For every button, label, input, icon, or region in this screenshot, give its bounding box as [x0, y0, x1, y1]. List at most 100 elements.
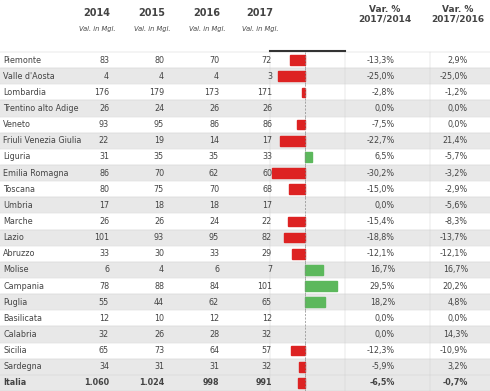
Bar: [0, 0, 490, 52]
Text: 72: 72: [262, 56, 272, 65]
Text: Liguria: Liguria: [3, 152, 30, 161]
Text: 44: 44: [154, 298, 164, 307]
Text: 21,4%: 21,4%: [443, 136, 468, 145]
Text: 6,5%: 6,5%: [375, 152, 395, 161]
Text: -25,0%: -25,0%: [367, 72, 395, 81]
Text: 32: 32: [99, 330, 109, 339]
Text: 95: 95: [209, 233, 219, 242]
Text: -12,1%: -12,1%: [367, 249, 395, 258]
Text: Lazio: Lazio: [3, 233, 24, 242]
Text: 2015: 2015: [139, 8, 166, 18]
Text: 64: 64: [209, 346, 219, 355]
Text: 60: 60: [262, 169, 272, 178]
Text: 22: 22: [262, 217, 272, 226]
Text: 22: 22: [99, 136, 109, 145]
Bar: [292, 346, 305, 355]
Text: -22,7%: -22,7%: [367, 136, 395, 145]
Text: -3,2%: -3,2%: [445, 169, 468, 178]
Text: 3: 3: [267, 72, 272, 81]
Text: -15,0%: -15,0%: [367, 185, 395, 194]
Text: 0,0%: 0,0%: [375, 330, 395, 339]
Text: -6,5%: -6,5%: [369, 378, 395, 387]
Text: -8,3%: -8,3%: [445, 217, 468, 226]
Text: 2017: 2017: [246, 8, 273, 18]
Text: -10,9%: -10,9%: [440, 346, 468, 355]
Bar: [0, 117, 490, 133]
Text: 17: 17: [99, 201, 109, 210]
Text: 18,2%: 18,2%: [370, 298, 395, 307]
Text: 4: 4: [159, 265, 164, 274]
Bar: [272, 168, 305, 178]
Text: Molise: Molise: [3, 265, 28, 274]
Text: 29,5%: 29,5%: [369, 282, 395, 291]
Text: 10: 10: [154, 314, 164, 323]
Text: 26: 26: [209, 104, 219, 113]
Text: -2,9%: -2,9%: [445, 185, 468, 194]
Text: 20,2%: 20,2%: [442, 282, 468, 291]
Text: -0,7%: -0,7%: [442, 378, 468, 387]
Text: 65: 65: [99, 346, 109, 355]
Text: -12,3%: -12,3%: [367, 346, 395, 355]
Text: Toscana: Toscana: [3, 185, 35, 194]
Text: 31: 31: [99, 152, 109, 161]
Text: 18: 18: [154, 201, 164, 210]
Text: 70: 70: [154, 169, 164, 178]
Text: Emilia Romagna: Emilia Romagna: [3, 169, 69, 178]
Text: Var. %: Var. %: [442, 5, 474, 14]
Text: 171: 171: [257, 88, 272, 97]
Text: 4,8%: 4,8%: [448, 298, 468, 307]
Text: -13,7%: -13,7%: [440, 233, 468, 242]
Text: 83: 83: [99, 56, 109, 65]
Text: -5,9%: -5,9%: [372, 362, 395, 371]
Text: 12: 12: [99, 314, 109, 323]
Text: 70: 70: [209, 185, 219, 194]
Text: 31: 31: [154, 362, 164, 371]
Bar: [0, 165, 490, 181]
Text: 62: 62: [209, 169, 219, 178]
Text: Abruzzo: Abruzzo: [3, 249, 35, 258]
Text: 84: 84: [209, 282, 219, 291]
Text: 93: 93: [154, 233, 164, 242]
Text: 80: 80: [99, 185, 109, 194]
Text: Lombardia: Lombardia: [3, 88, 46, 97]
Text: -13,3%: -13,3%: [367, 56, 395, 65]
Bar: [292, 249, 305, 258]
Text: -5,7%: -5,7%: [445, 152, 468, 161]
Text: -2,8%: -2,8%: [372, 88, 395, 97]
Text: 30: 30: [154, 249, 164, 258]
Text: 0,0%: 0,0%: [448, 104, 468, 113]
Text: 101: 101: [257, 282, 272, 291]
Text: 16,7%: 16,7%: [370, 265, 395, 274]
Text: 86: 86: [262, 120, 272, 129]
Text: 0,0%: 0,0%: [448, 120, 468, 129]
Text: 26: 26: [99, 104, 109, 113]
Text: Var. %: Var. %: [369, 5, 401, 14]
Text: 2016: 2016: [194, 8, 220, 18]
Text: Val. in Mgl.: Val. in Mgl.: [79, 26, 115, 32]
Text: 4: 4: [214, 72, 219, 81]
Text: 179: 179: [149, 88, 164, 97]
Text: 65: 65: [262, 298, 272, 307]
Text: 4: 4: [104, 72, 109, 81]
Text: 176: 176: [94, 88, 109, 97]
Text: -18,8%: -18,8%: [367, 233, 395, 242]
Bar: [298, 362, 305, 371]
Bar: [0, 68, 490, 84]
Bar: [277, 72, 305, 81]
Text: 2,9%: 2,9%: [448, 56, 468, 65]
Text: Basilicata: Basilicata: [3, 314, 42, 323]
Text: 1.060: 1.060: [84, 378, 109, 387]
Text: Valle d'Aosta: Valle d'Aosta: [3, 72, 55, 81]
Bar: [0, 246, 490, 262]
Bar: [0, 84, 490, 100]
Text: 35: 35: [154, 152, 164, 161]
Text: 95: 95: [154, 120, 164, 129]
Text: -5,6%: -5,6%: [445, 201, 468, 210]
Text: 26: 26: [262, 104, 272, 113]
Text: 24: 24: [154, 104, 164, 113]
Text: Campania: Campania: [3, 282, 44, 291]
Text: 93: 93: [99, 120, 109, 129]
Text: 33: 33: [209, 249, 219, 258]
Text: Val. in Mgl.: Val. in Mgl.: [189, 26, 225, 32]
Text: Calabria: Calabria: [3, 330, 37, 339]
